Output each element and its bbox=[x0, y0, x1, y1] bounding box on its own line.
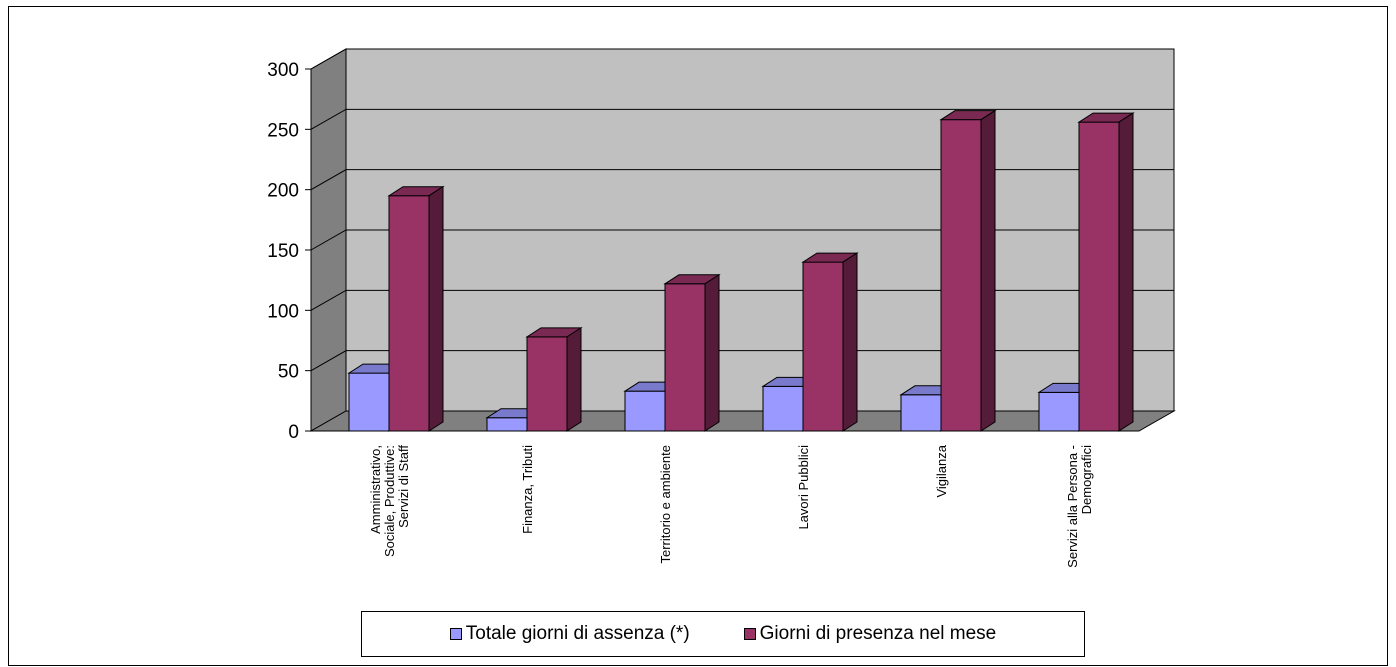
category-label-1-line-0: Finanza, Tributi bbox=[520, 445, 535, 534]
category-label-0-line-1: Sociale, Produttive: bbox=[382, 445, 397, 557]
category-label-0-line-2: Servizi di Staff bbox=[396, 445, 411, 528]
y-tick-label: 0 bbox=[288, 422, 299, 443]
gridline bbox=[310, 350, 1174, 372]
y-tick-label: 100 bbox=[267, 301, 299, 322]
category-label-3-line-0: Lavori Pubblici bbox=[796, 445, 811, 530]
category-label-0-line-0: Amministrativo, bbox=[368, 445, 383, 534]
gridlines bbox=[310, 48, 1174, 372]
y-tick-label: 50 bbox=[278, 362, 299, 383]
category-label-5-line-0: Servizi alla Persona - bbox=[1065, 445, 1080, 568]
gridline bbox=[310, 108, 1174, 130]
legend-label-presenza: Giorni di presenza nel mese bbox=[759, 623, 997, 644]
bar-presenza-1 bbox=[525, 326, 583, 432]
y-tick-label: 150 bbox=[267, 241, 299, 262]
legend-item-assenza: Totale giorni di assenza (*) bbox=[449, 623, 690, 645]
y-tick-label: 250 bbox=[267, 120, 299, 141]
gridline bbox=[310, 289, 1174, 311]
y-tick-label: 200 bbox=[267, 181, 299, 202]
gridline bbox=[310, 48, 1174, 70]
chart-frame: 0 50 100 150 200 250 300 Amministrativo, Social… bbox=[8, 6, 1388, 666]
y-tick-label: 300 bbox=[267, 60, 299, 81]
legend-label-assenza: Totale giorni di assenza (*) bbox=[465, 623, 690, 644]
chart: 0 50 100 150 200 250 300 Amministrativo, Social… bbox=[267, 48, 1176, 568]
bar-presenza-5 bbox=[1077, 112, 1135, 432]
bar-presenza-4 bbox=[939, 109, 997, 432]
gridline bbox=[310, 229, 1174, 251]
bar-presenza-3 bbox=[801, 252, 859, 432]
gridline bbox=[310, 169, 1174, 191]
bar-presenza-2 bbox=[663, 273, 721, 432]
legend: Totale giorni di assenza (*) Giorni di p… bbox=[361, 611, 1085, 657]
category-label-5-line-1: Demografici bbox=[1079, 445, 1094, 514]
category-label-4-line-0: Vigilanza bbox=[934, 444, 949, 497]
category-label-2-line-0: Territorio e ambiente bbox=[658, 445, 673, 564]
bar-presenza-0 bbox=[387, 185, 445, 432]
legend-item-presenza: Giorni di presenza nel mese bbox=[743, 623, 997, 645]
y-axis-ticks: 0 50 100 150 200 250 300 bbox=[267, 60, 312, 443]
legend-swatch-assenza bbox=[449, 628, 462, 640]
legend-swatch-presenza bbox=[743, 628, 756, 640]
bars bbox=[347, 109, 1135, 432]
category-labels: Amministrativo, Sociale, Produttive: Servi… bbox=[368, 444, 1094, 568]
